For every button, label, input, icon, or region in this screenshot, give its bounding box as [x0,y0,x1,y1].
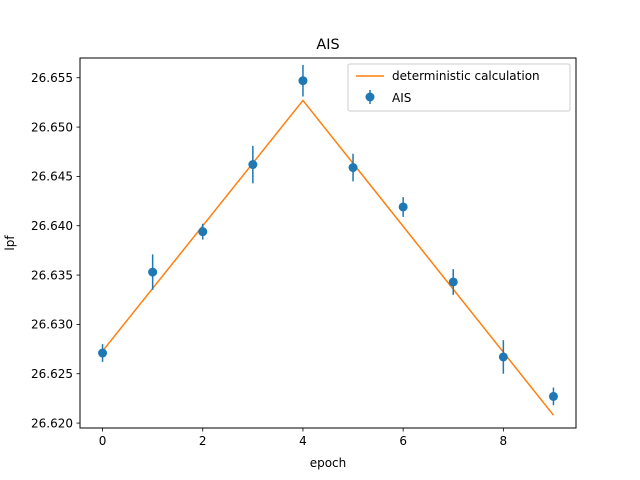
ais-data-point [398,202,408,212]
ais-data-point [348,163,358,173]
legend-marker-swatch [365,92,375,102]
ais-data-point [498,352,508,362]
axes-frame [79,57,577,429]
ais-data-point [198,227,208,237]
y-tick-label: 26.640 [31,219,73,233]
legend-box [347,63,571,112]
y-tick-label: 26.650 [31,120,73,134]
ais-data-point [298,76,308,86]
x-tick-label: 6 [399,434,407,448]
y-tick-label: 26.625 [31,367,73,381]
x-tick-label: 0 [99,434,107,448]
x-tick-label: 8 [500,434,508,448]
y-tick-label: 26.630 [31,318,73,332]
deterministic-calculation-line [101,99,555,416]
legend-label-deterministic: deterministic calculation [392,69,540,83]
axis-ticks: 0 2 4 6 8 26.620 26.625 26.630 26.635 26.640 26.64… [31,71,507,448]
plot-area [98,64,558,416]
ais-data-point [148,267,158,277]
x-axis-label: epoch [310,456,347,470]
x-tick-label: 2 [199,434,207,448]
ais-data-point [548,391,558,401]
y-tick-label: 26.635 [31,268,73,282]
ais-data-point [98,348,108,358]
y-tick-label: 26.620 [31,416,73,430]
legend-label-ais: AIS [392,91,411,105]
chart-title: AIS [316,37,339,53]
ais-data-point [448,277,458,287]
legend: deterministic calculation AIS [347,63,571,112]
y-axis-label: lpf [3,235,17,251]
ais-data-point [248,160,258,170]
y-tick-label: 26.645 [31,170,73,184]
x-tick-label: 4 [299,434,307,448]
y-tick-label: 26.655 [31,71,73,85]
